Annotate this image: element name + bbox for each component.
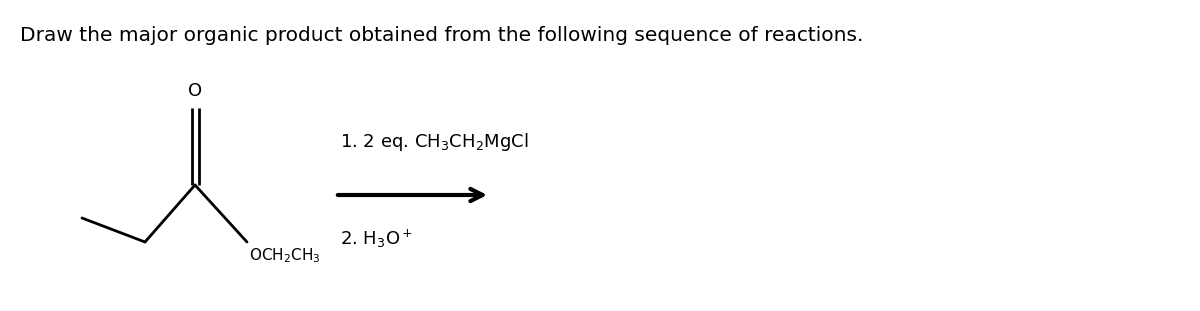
- Text: 1. 2 eq. CH$_3$CH$_2$MgCl: 1. 2 eq. CH$_3$CH$_2$MgCl: [340, 131, 528, 153]
- Text: 2. H$_3$O$^+$: 2. H$_3$O$^+$: [340, 228, 413, 250]
- Text: Draw the major organic product obtained from the following sequence of reactions: Draw the major organic product obtained …: [20, 26, 863, 45]
- Text: O: O: [188, 82, 202, 100]
- Text: OCH$_2$CH$_3$: OCH$_2$CH$_3$: [250, 246, 320, 265]
